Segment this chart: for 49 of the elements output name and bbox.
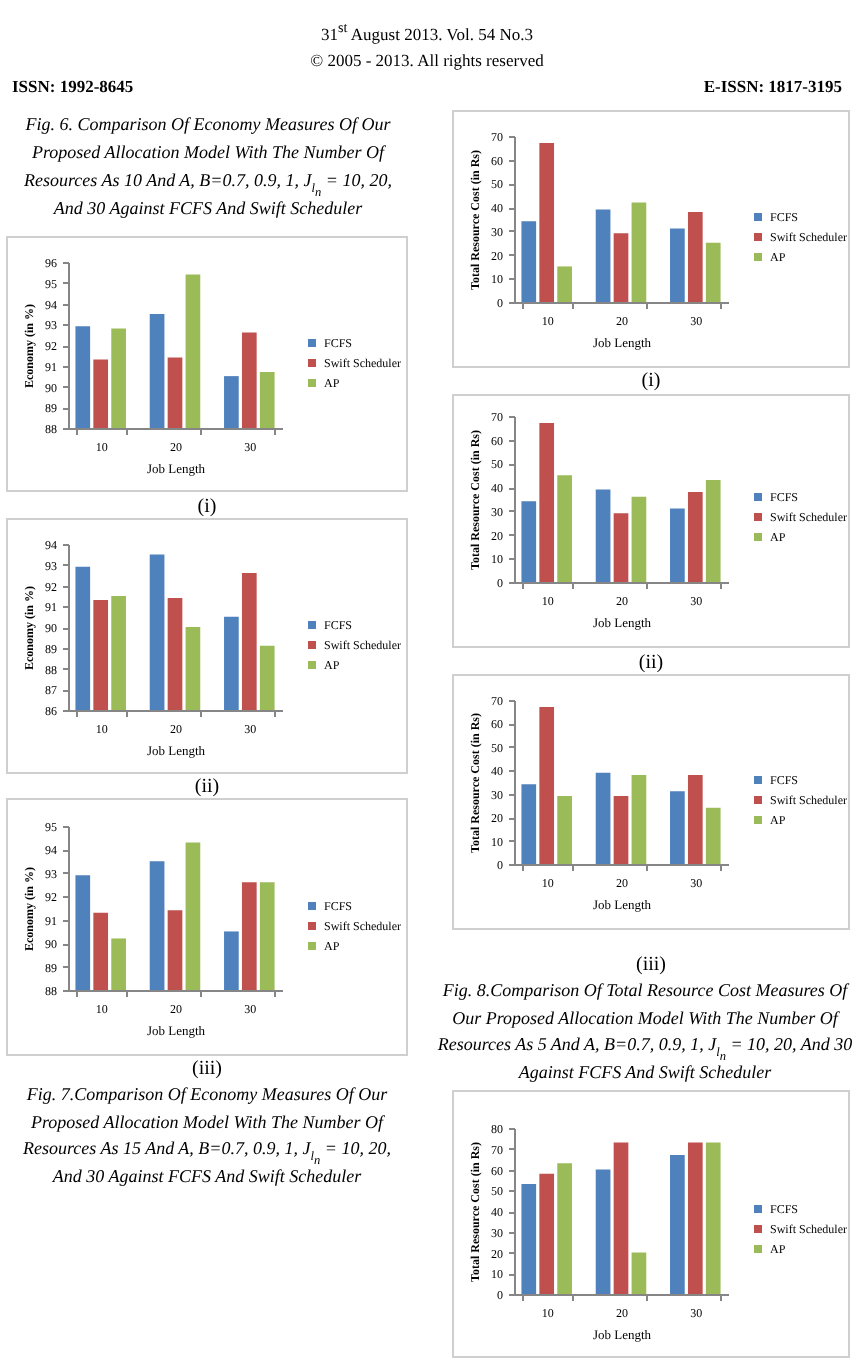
bar — [557, 1163, 572, 1294]
bar — [521, 221, 537, 302]
bar — [705, 807, 721, 864]
bar — [687, 211, 703, 302]
bar — [613, 233, 629, 302]
bar — [631, 1252, 647, 1294]
bar — [595, 489, 611, 582]
bar — [613, 796, 629, 864]
bar — [670, 791, 685, 864]
text: (ii) — [192, 774, 222, 800]
bar — [631, 202, 647, 302]
text: (iii) — [634, 952, 668, 978]
text: © 2005 - 2013. All rights reserved — [310, 47, 544, 74]
bar — [670, 228, 685, 302]
bar — [521, 501, 537, 582]
bar — [521, 1184, 537, 1294]
bar — [613, 1142, 629, 1294]
bar — [687, 1142, 703, 1294]
text: (i) — [639, 368, 663, 394]
bar — [521, 784, 537, 864]
bar — [539, 143, 555, 302]
caption: Fig. 8.Comparison Of Total Resource Cost Measures Of Our Proposed Allocation Model With The Number Of Resources As 5 And A, B=0.7, 0.9, 1, J$_{l}$$_{n}$ = 10, 20, And 30 Against FCFS And Swift Scheduler — [435, 978, 854, 1086]
bar — [631, 496, 647, 582]
bar — [539, 423, 555, 582]
bar — [705, 480, 721, 582]
text: (ii) — [636, 650, 666, 676]
bar — [595, 209, 611, 302]
bar — [631, 774, 647, 864]
bar — [687, 774, 703, 864]
bar — [557, 796, 572, 864]
text: (iii) — [190, 1056, 224, 1082]
text: 31$^{st}$ August 2013. Vol. 54 No.3 — [321, 18, 533, 48]
bar — [687, 491, 703, 582]
text: (i) — [195, 494, 219, 520]
caption: Fig. 6. Comparison Of Economy Measures Of Our Proposed Allocation Model With The Number Of Resources As 10 And A, B=0.7, 0.9, 1, J$_{l}$$_{n}$ = 10, 20, And 30 Against FCFS And Swift Scheduler — [22, 112, 394, 222]
bar — [595, 772, 611, 864]
text: E-ISSN: 1817-3195 — [703, 73, 842, 100]
caption: Fig. 7.Comparison Of Economy Measures Of Our Proposed Allocation Model With The Number Of Resources As 15 And A, B=0.7, 0.9, 1, J$_{l}$$_{n}$ = 10, 20, And 30 Against FCFS And Swift Scheduler — [21, 1082, 393, 1190]
bar — [705, 1142, 721, 1294]
bar — [613, 513, 629, 582]
bar — [557, 266, 572, 302]
bar — [539, 707, 555, 864]
bar — [595, 1169, 611, 1294]
bar — [705, 242, 721, 302]
bar — [539, 1173, 555, 1294]
bar — [670, 508, 685, 582]
text: ISSN: 1992-8645 — [12, 73, 134, 100]
bar — [670, 1154, 685, 1294]
bar — [557, 475, 572, 582]
